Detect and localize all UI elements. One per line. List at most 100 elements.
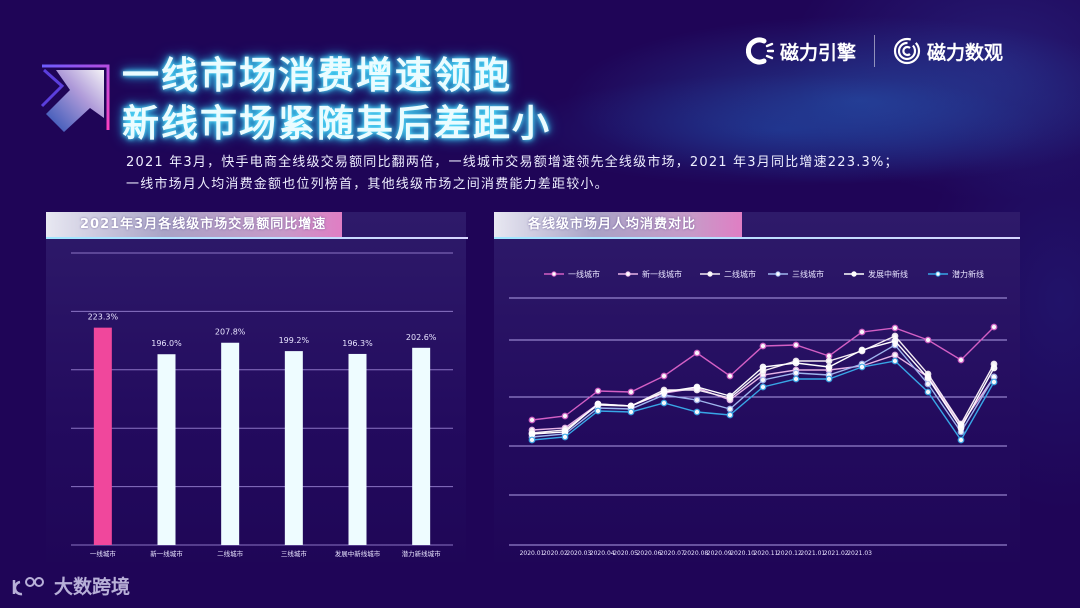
data-point bbox=[792, 359, 800, 367]
x-tick-label: 2020.01 bbox=[520, 550, 545, 557]
legend-label: 一线城市 bbox=[568, 269, 600, 279]
x-tick-label: 新一线城市 bbox=[150, 549, 183, 558]
x-tick-label: 2020.07 bbox=[660, 550, 685, 557]
bar bbox=[221, 342, 240, 545]
series-0 bbox=[528, 323, 998, 424]
data-point bbox=[759, 363, 767, 371]
data-point bbox=[957, 436, 965, 444]
logo-cili-shuguan: 磁力数观 bbox=[893, 37, 1003, 65]
arrow-up-right-icon bbox=[40, 64, 110, 132]
legend-item[interactable]: 一线城市 bbox=[544, 269, 600, 279]
footer-brand: 大数跨境 bbox=[10, 572, 130, 599]
legend-label: 二线城市 bbox=[724, 269, 756, 279]
data-point bbox=[561, 433, 569, 441]
data-point bbox=[693, 349, 701, 357]
data-point bbox=[825, 375, 833, 383]
bar bbox=[284, 351, 303, 545]
data-point bbox=[825, 357, 833, 365]
legend-item[interactable]: 三线城市 bbox=[768, 269, 824, 279]
data-point bbox=[990, 323, 998, 331]
x-tick-label: 2020.10 bbox=[730, 550, 755, 557]
data-point bbox=[957, 424, 965, 432]
bar-value-label: 202.6% bbox=[406, 333, 437, 342]
x-tick-label: 2020.08 bbox=[683, 550, 708, 557]
data-point bbox=[891, 351, 899, 359]
bar-value-label: 207.8% bbox=[215, 328, 246, 337]
x-tick-label: 2020.05 bbox=[613, 550, 638, 557]
legend: 一线城市 新一线城市 二线城市 三线城市 发展中新线 潜力新线 bbox=[544, 269, 984, 279]
cili-shuguan-logo-icon bbox=[893, 37, 921, 65]
bar-0: 223.3% 一线城市 bbox=[88, 313, 119, 558]
data-point bbox=[660, 399, 668, 407]
bar-chart-panel: 2021年3月各线级市场交易额同比增速 223.3% 一线城市 196.0% 新一线城… bbox=[46, 212, 468, 562]
data-point bbox=[924, 374, 932, 382]
data-point bbox=[891, 324, 899, 332]
data-point bbox=[759, 376, 767, 384]
x-tick-label: 2020.09 bbox=[707, 550, 732, 557]
data-point bbox=[726, 372, 734, 380]
data-point bbox=[990, 378, 998, 386]
logo-cili-engine: 磁力引擎 bbox=[746, 37, 856, 65]
panel-divider bbox=[494, 237, 1020, 239]
legend-item[interactable]: 二线城市 bbox=[700, 269, 756, 279]
bar-value-label: 199.2% bbox=[279, 336, 310, 345]
logo-label: 磁力数观 bbox=[927, 41, 1004, 64]
title-line-2: 新线市场紧随其后差距小 bbox=[122, 102, 551, 145]
data-point bbox=[594, 387, 602, 395]
x-tick-label: 2020.04 bbox=[590, 550, 615, 557]
data-point bbox=[891, 357, 899, 365]
data-point bbox=[693, 383, 701, 391]
x-tick-label: 2020.11 bbox=[754, 550, 779, 557]
description-line-2: 一线市场月人均消费金额也位列榜首，其他线级市场之间消费能力差距较小。 bbox=[126, 177, 609, 192]
line-chart: 一线城市 新一线城市 二线城市 三线城市 发展中新线 潜力新线 2020.012020.02… bbox=[509, 269, 1007, 557]
panel-divider bbox=[46, 237, 468, 239]
legend-item[interactable]: 发展中新线 bbox=[844, 269, 908, 279]
data-point bbox=[693, 396, 701, 404]
x-tick-label: 2020.02 bbox=[543, 550, 568, 557]
data-point bbox=[594, 407, 602, 415]
bar-value-label: 196.0% bbox=[151, 339, 182, 348]
data-point bbox=[759, 342, 767, 350]
x-tick-label: 2020.03 bbox=[566, 550, 591, 557]
data-point bbox=[627, 402, 635, 410]
legend-label: 新一线城市 bbox=[642, 269, 682, 279]
x-tick-label: 二线城市 bbox=[217, 549, 244, 558]
data-point bbox=[825, 363, 833, 371]
data-point bbox=[891, 337, 899, 345]
line-chart-title: 各线级市场月人均消费对比 bbox=[494, 212, 742, 238]
x-tick-label: 三线城市 bbox=[281, 549, 308, 558]
bar-chart: 223.3% 一线城市 196.0% 新一线城市 207.8% 二线城市 199.2% 三线城… bbox=[71, 252, 453, 558]
data-point bbox=[858, 363, 866, 371]
x-tick-label: 2021.02 bbox=[824, 550, 849, 557]
bar bbox=[348, 353, 367, 545]
bar-chart-title: 2021年3月各线级市场交易额同比增速 bbox=[46, 212, 342, 238]
x-tick-label: 2020.12 bbox=[777, 550, 802, 557]
data-point bbox=[792, 375, 800, 383]
legend-item[interactable]: 潜力新线 bbox=[928, 269, 984, 279]
data-point bbox=[528, 430, 536, 438]
description-line-1: 2021 年3月，快手电商全线级交易额同比翻两倍，一线城市交易额增速领先全线级市… bbox=[126, 155, 899, 170]
100-logo-icon bbox=[12, 576, 44, 595]
logo-divider bbox=[874, 35, 876, 67]
data-point bbox=[627, 388, 635, 396]
data-point bbox=[858, 328, 866, 336]
logo-label: 磁力引擎 bbox=[780, 41, 857, 64]
bar-value-label: 223.3% bbox=[88, 313, 119, 322]
legend-label: 发展中新线 bbox=[868, 269, 908, 279]
description: 2021 年3月，快手电商全线级交易额同比翻两倍，一线城市交易额增速领先全线级市… bbox=[126, 152, 899, 196]
data-point bbox=[726, 405, 734, 413]
page-title: 一线市场消费增速领跑 新线市场紧随其后差距小 bbox=[122, 52, 551, 148]
data-point bbox=[792, 341, 800, 349]
data-point bbox=[792, 369, 800, 377]
data-point bbox=[594, 400, 602, 408]
bar bbox=[412, 347, 431, 545]
bar-5: 202.6% 潜力新线城市 bbox=[402, 333, 442, 558]
data-point bbox=[858, 346, 866, 354]
data-point bbox=[660, 372, 668, 380]
data-point bbox=[759, 383, 767, 391]
data-point bbox=[990, 364, 998, 372]
x-tick-label: 潜力新线城市 bbox=[402, 549, 442, 558]
legend-item[interactable]: 新一线城市 bbox=[618, 269, 682, 279]
legend-label: 潜力新线 bbox=[952, 269, 984, 279]
bar bbox=[157, 354, 176, 545]
